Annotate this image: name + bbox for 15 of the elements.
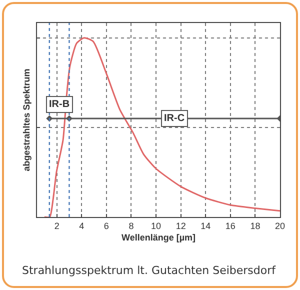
x-tick-label: 16 [225,220,236,231]
text: Strahlungsspektrum lt. Gutachten Seibersdorf [22,264,277,277]
x-tick-label: 6 [104,220,109,231]
x-tick-label: 14 [200,220,211,231]
x-tick-label: 2 [54,220,60,231]
x-tick-label: 4 [79,220,84,231]
x-tick-label: 20 [274,220,286,231]
x-axis-title: Wellenlänge [µm] [121,232,196,243]
y-axis-title: abgestrahltes Spektrum [21,68,32,172]
x-tick-label: 12 [176,220,186,231]
x-tick-label: 18 [250,220,260,231]
annotation: IR-C [164,113,185,124]
annotation: IR-B [49,99,70,110]
x-tick-label: 10 [151,220,162,231]
x-tick-label: 8 [128,220,134,231]
